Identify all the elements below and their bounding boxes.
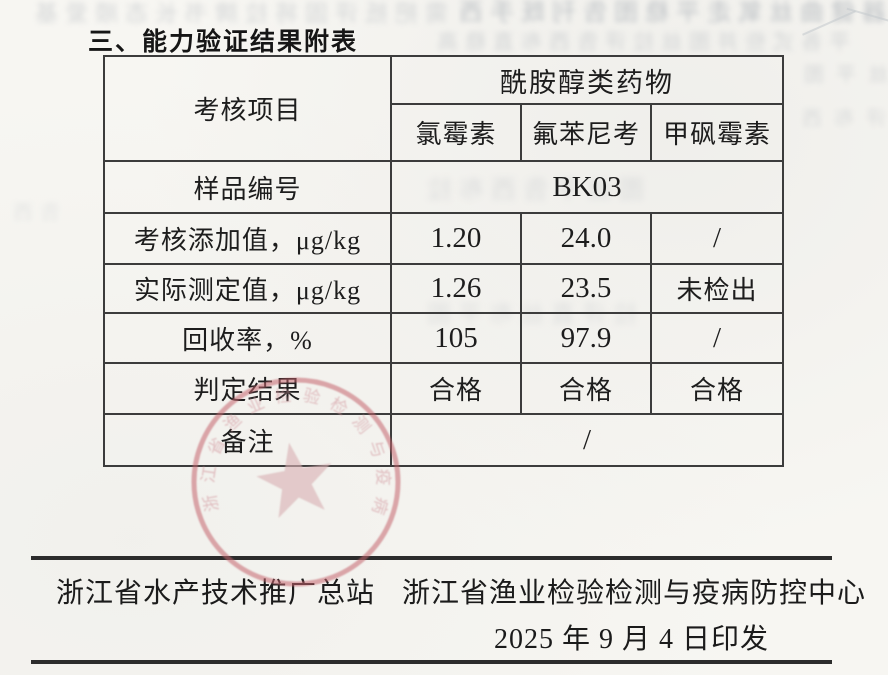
group-header-cell: 酰胺醇类药物 — [389, 55, 785, 105]
paper-crease-line — [846, 7, 888, 23]
value-cell: 1.26 — [390, 263, 522, 314]
table-row: 考核添加值，μg/kg 1.20 24.0 / — [103, 212, 785, 265]
value-cell: 合格 — [390, 362, 522, 415]
table-row: 样品编号 BK03 — [103, 160, 785, 214]
bleedthrough-text: 平各式些并图丝拉评告西布直稳高 — [430, 30, 850, 54]
value-cell: 105 — [390, 312, 522, 364]
row-label: 回收率，% — [103, 312, 392, 364]
table-row: 实际测定值，μg/kg 1.26 23.5 未检出 — [103, 263, 785, 314]
results-table: 考核项目 酰胺醇类药物 氯霉素 氟苯尼考 甲砜霉素 样品编号 BK03 考核添加… — [103, 55, 785, 467]
footer-bottom-line — [31, 660, 832, 664]
org-name-right: 浙江省渔业检验检测与疫病防控中心 — [402, 578, 867, 609]
column-header: 氟苯尼考 — [520, 103, 652, 162]
bleedthrough-text: 器健曲丝氧走平稳图告刊既手西 — [452, 0, 886, 26]
merged-value-cell: / — [389, 413, 785, 467]
footer-separator-line — [31, 556, 832, 560]
table-row: 备注 / — [103, 413, 785, 467]
bleedthrough-text: 丝平图 — [792, 64, 888, 86]
value-cell: 合格 — [520, 362, 652, 415]
value-cell: 23.5 — [520, 263, 652, 314]
value-cell: / — [649, 312, 785, 364]
issuing-organizations: 浙江省水产技术推广总站 浙江省渔业检验检测与疫病防控中心 — [56, 571, 865, 611]
value-cell: / — [649, 212, 785, 265]
value-cell: 24.0 — [520, 212, 652, 265]
row-label: 考核添加值，μg/kg — [103, 212, 392, 265]
row-label: 判定结果 — [103, 362, 392, 415]
bleedthrough-text: 告西 — [6, 202, 60, 224]
bleedthrough-text: 评布西 — [790, 108, 886, 130]
issue-date: 2025 年 9 月 4 日印发 — [494, 624, 770, 655]
corner-header-cell: 考核项目 — [103, 55, 392, 162]
org-name-left: 浙江省水产技术推广总站 — [56, 578, 376, 609]
row-label: 实际测定值，μg/kg — [103, 263, 392, 314]
value-cell: 1.20 — [390, 212, 522, 265]
row-label: 备注 — [103, 413, 392, 467]
table-row: 判定结果 合格 合格 合格 — [103, 362, 785, 415]
paper-crease-line — [802, 10, 856, 36]
value-cell: 合格 — [649, 362, 785, 415]
row-label: 样品编号 — [103, 160, 392, 214]
column-header: 甲砜霉素 — [649, 103, 785, 162]
page-title: 三、能力验证结果附表 — [88, 28, 359, 56]
merged-value-cell: BK03 — [389, 160, 785, 214]
value-cell: 未检出 — [649, 263, 785, 314]
column-header: 氯霉素 — [390, 103, 522, 162]
table-row: 回收率，% 105 97.9 / — [103, 312, 785, 364]
value-cell: 97.9 — [520, 312, 652, 364]
